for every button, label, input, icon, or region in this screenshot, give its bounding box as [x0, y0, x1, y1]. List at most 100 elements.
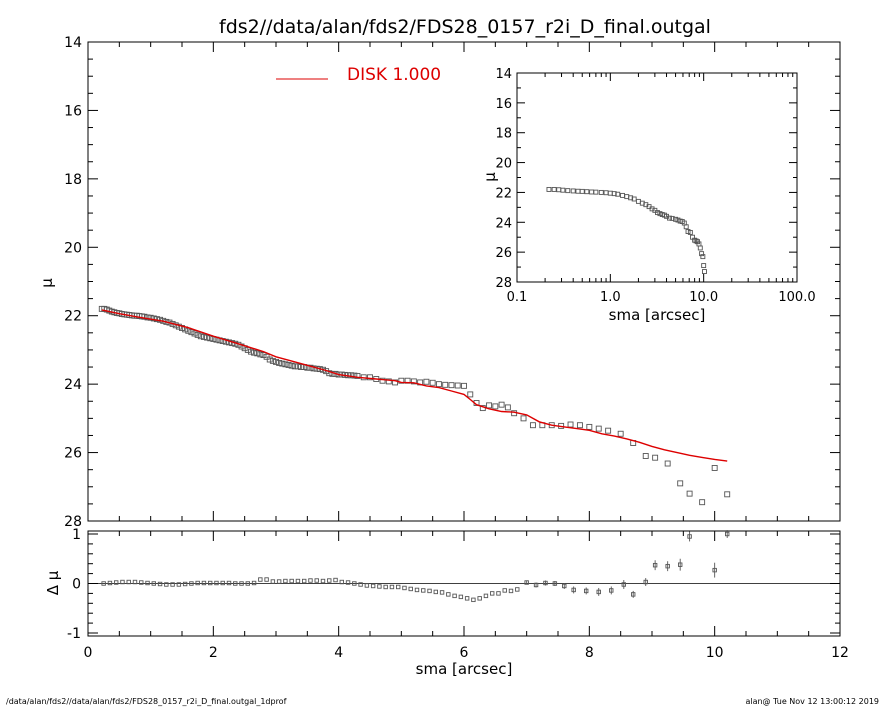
data-point	[398, 377, 405, 384]
data-point	[586, 423, 593, 430]
y-tick-label: 14	[495, 67, 512, 82]
residual-point	[107, 580, 113, 586]
residual-point	[477, 596, 482, 601]
residual-point	[433, 589, 438, 595]
residual-point	[383, 584, 388, 590]
residual-point	[631, 592, 636, 597]
data-point	[467, 391, 474, 398]
data-point	[260, 352, 267, 359]
x-tick-label: 100.0	[778, 290, 815, 305]
data-point	[423, 378, 430, 385]
data-point	[576, 422, 583, 429]
data-point	[257, 351, 264, 358]
y-tick-label: 28	[64, 514, 82, 530]
main-y-tick-labels: 14 16 18 20 22 24 26 28	[64, 35, 82, 530]
data-point	[298, 364, 305, 370]
data-point	[279, 360, 286, 367]
residual-point	[377, 584, 382, 589]
data-point	[254, 350, 261, 357]
residual-point	[562, 583, 567, 589]
residual-point	[370, 583, 376, 589]
x-tick-label: 6	[460, 645, 469, 661]
data-point	[686, 490, 693, 497]
residual-point	[314, 578, 319, 583]
data-point	[251, 349, 258, 356]
inset-panel: 0.1 1.0 10.0 100.0 14 16 18 20 22 24 26 28 sma [ar…	[481, 67, 816, 324]
data-point	[454, 382, 461, 389]
residual-point	[584, 588, 589, 594]
data-point	[702, 269, 707, 274]
disk-model-line	[101, 309, 728, 462]
residual-point	[170, 582, 175, 587]
y-tick-label: 20	[495, 157, 512, 172]
residual-point	[490, 591, 495, 596]
data-point	[595, 425, 602, 432]
residual-point	[414, 587, 420, 593]
data-point	[584, 189, 590, 195]
residual-point	[408, 586, 413, 592]
residual-point	[207, 580, 213, 586]
footer-timestamp: alan@ Tue Nov 12 13:00:12 2019	[745, 697, 879, 706]
residual-point	[358, 582, 363, 587]
data-point	[448, 382, 455, 389]
x-tick-label: 1.0	[600, 290, 621, 305]
residual-point	[139, 580, 144, 585]
residual-point	[609, 588, 614, 593]
residual-point	[643, 579, 648, 585]
data-point	[711, 465, 718, 471]
x-tick-label: 8	[585, 645, 594, 661]
residual-point	[533, 582, 539, 588]
residual-point	[421, 588, 426, 593]
residual-point	[120, 579, 125, 585]
data-point	[492, 403, 499, 410]
data-point	[367, 374, 373, 381]
data-point	[692, 237, 698, 243]
residual-point	[458, 594, 464, 600]
data-point	[461, 382, 467, 389]
data-point	[683, 224, 689, 230]
residual-point	[320, 578, 326, 584]
residual-point	[678, 562, 683, 567]
y-tick-label: 22	[64, 309, 82, 325]
y-tick-label: 1	[72, 527, 81, 543]
residual-point	[571, 587, 576, 593]
residual-point	[364, 583, 370, 588]
x-tick-label: 10.0	[689, 290, 718, 305]
main-y-axis-label: μ	[38, 278, 56, 288]
data-point	[288, 362, 295, 369]
residual-point	[126, 579, 131, 585]
residual-point	[151, 581, 157, 586]
data-point	[677, 480, 684, 487]
residual-point	[276, 579, 282, 584]
data-point	[147, 314, 154, 321]
inset-y-axis-label: μ	[481, 172, 499, 182]
data-point	[244, 346, 251, 353]
x-tick-label: 0	[84, 645, 93, 661]
data-point	[291, 363, 298, 370]
y-tick-label: 24	[495, 216, 512, 231]
x-tick-label: 0.1	[507, 290, 528, 305]
residual-x-tick-labels: 0 2 4 6 8 10 12	[84, 645, 849, 661]
data-point	[144, 314, 151, 321]
y-tick-label: 26	[495, 246, 512, 261]
residual-point	[264, 577, 269, 582]
residual-y-axis-label: Δ μ	[44, 570, 62, 595]
inset-x-tick-labels: 0.1 1.0 10.0 100.0	[507, 290, 816, 305]
y-tick-label: 14	[64, 35, 82, 51]
residual-point	[621, 582, 626, 587]
residual-point	[543, 580, 548, 586]
data-point	[150, 315, 157, 322]
data-point	[664, 460, 671, 467]
residual-point	[132, 579, 138, 585]
data-point	[392, 379, 399, 386]
data-point	[700, 254, 706, 260]
residual-point	[157, 581, 163, 587]
residual-point	[389, 584, 395, 590]
x-tick-label: 4	[334, 645, 343, 661]
residual-point	[687, 534, 692, 539]
chart-title: fds2//data/alan/fds2/FDS28_0157_r2i_D_fi…	[219, 16, 711, 38]
residual-point	[502, 588, 507, 593]
residual-point	[189, 581, 194, 586]
data-point	[699, 499, 706, 506]
residual-point	[352, 581, 357, 586]
